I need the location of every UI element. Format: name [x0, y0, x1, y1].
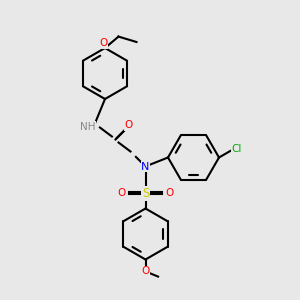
- Text: O: O: [124, 120, 133, 130]
- Text: N: N: [141, 161, 150, 172]
- Text: Cl: Cl: [232, 143, 242, 154]
- Text: O: O: [165, 188, 174, 199]
- Text: O: O: [99, 38, 108, 49]
- Text: NH: NH: [80, 122, 96, 132]
- Text: O: O: [117, 188, 126, 199]
- Text: O: O: [141, 266, 150, 277]
- Text: S: S: [142, 187, 149, 200]
